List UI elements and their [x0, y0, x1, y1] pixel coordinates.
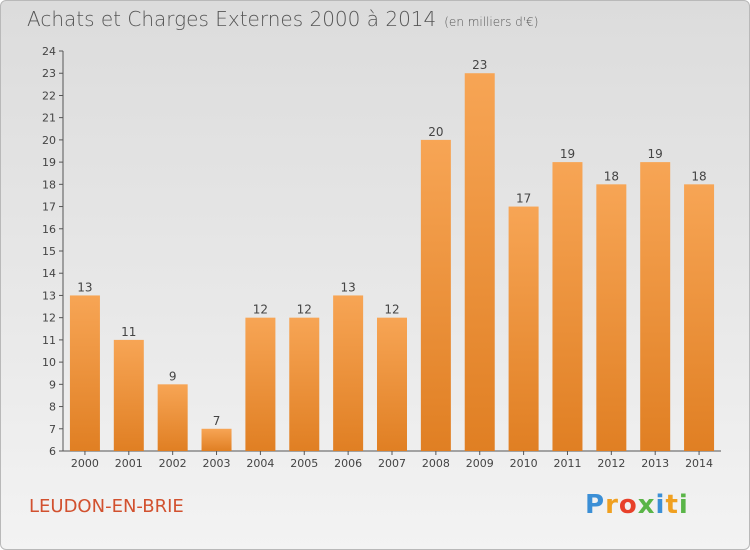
x-tick-label: 2002: [159, 457, 187, 470]
y-tick-label: 13: [42, 289, 56, 302]
x-tick-label: 2012: [597, 457, 625, 470]
bar: [640, 162, 671, 451]
y-tick-label: 10: [42, 356, 56, 369]
y-tick-label: 24: [42, 45, 56, 58]
logo-letter: r: [605, 490, 619, 520]
data-label: 18: [604, 169, 619, 183]
x-tick-label: 2005: [290, 457, 318, 470]
x-tick-label: 2010: [510, 457, 538, 470]
logo-letter: P: [585, 490, 606, 520]
place-name: LEUDON-EN-BRIE: [29, 496, 184, 517]
y-tick-label: 14: [42, 267, 56, 280]
y-tick-label: 23: [42, 67, 56, 80]
y-tick-label: 15: [42, 245, 56, 258]
chart-data-labels: 13 11 9 7 12 12 13 12 20 23 17 19 18 19 18: [77, 58, 706, 428]
bar: [289, 317, 320, 451]
bar: [596, 184, 627, 452]
data-label: 19: [560, 147, 575, 161]
bar: [552, 162, 583, 451]
logo-letter: x: [637, 490, 656, 520]
data-label: 7: [213, 414, 221, 428]
logo-letter: i: [678, 490, 689, 520]
bar: [201, 428, 232, 451]
chart-title: Achats et Charges Externes 2000 à 2014 (e…: [27, 7, 538, 31]
y-tick-label: 9: [49, 378, 56, 391]
y-tick-label: 7: [49, 423, 56, 436]
logo-letter: i: [655, 490, 666, 520]
data-label: 12: [384, 303, 399, 317]
data-label: 12: [253, 303, 268, 317]
x-tick-label: 2004: [246, 457, 274, 470]
y-tick-label: 21: [42, 112, 56, 125]
x-tick-label: 2003: [203, 457, 231, 470]
data-label: 11: [121, 325, 136, 339]
data-label: 12: [297, 303, 312, 317]
x-tick-label: 2014: [685, 457, 713, 470]
x-tick-label: 2011: [553, 457, 581, 470]
data-label: 23: [472, 58, 487, 72]
y-tick-label: 8: [49, 401, 56, 414]
y-tick-label: 6: [49, 445, 56, 458]
data-label: 20: [428, 125, 443, 139]
x-tick-label: 2006: [334, 457, 362, 470]
logo-letter: t: [665, 490, 679, 520]
chart-subtitle: (en milliers d'€): [444, 15, 539, 29]
data-label: 19: [648, 147, 663, 161]
chart-bars: [69, 73, 715, 452]
y-tick-label: 11: [42, 334, 56, 347]
bar: [69, 295, 100, 451]
y-tick-label: 22: [42, 89, 56, 102]
data-label: 17: [516, 192, 531, 206]
bar: [420, 139, 451, 451]
bar: [113, 339, 144, 451]
y-tick-label: 19: [42, 156, 56, 169]
data-label: 9: [169, 369, 177, 383]
x-tick-label: 2000: [71, 457, 99, 470]
bar: [508, 206, 539, 451]
title-text: Achats et Charges Externes 2000 à 2014: [27, 7, 437, 31]
bar: [245, 317, 276, 451]
proxiti-logo: Proxiti: [585, 490, 689, 520]
y-tick-label: 20: [42, 134, 56, 147]
bar: [684, 184, 715, 452]
bar: [333, 295, 364, 451]
bar: [157, 384, 188, 451]
x-tick-label: 2009: [466, 457, 494, 470]
y-tick-label: 18: [42, 178, 56, 191]
y-tick-label: 17: [42, 201, 56, 214]
bar: [464, 73, 495, 451]
data-label: 13: [77, 280, 92, 294]
logo-letter: o: [618, 490, 638, 520]
data-label: 13: [340, 280, 355, 294]
x-tick-label: 2001: [115, 457, 143, 470]
data-label: 18: [691, 169, 706, 183]
x-tick-label: 2007: [378, 457, 406, 470]
x-tick-label: 2008: [422, 457, 450, 470]
x-tick-label: 2013: [641, 457, 669, 470]
bar: [377, 317, 407, 451]
y-tick-label: 16: [42, 223, 56, 236]
y-tick-label: 12: [42, 312, 56, 325]
chart-axes: 6 7 8 9 10 11 12 13 14 15 16 17 18 19 20 21 22 23 24 2000 20…: [42, 45, 721, 470]
